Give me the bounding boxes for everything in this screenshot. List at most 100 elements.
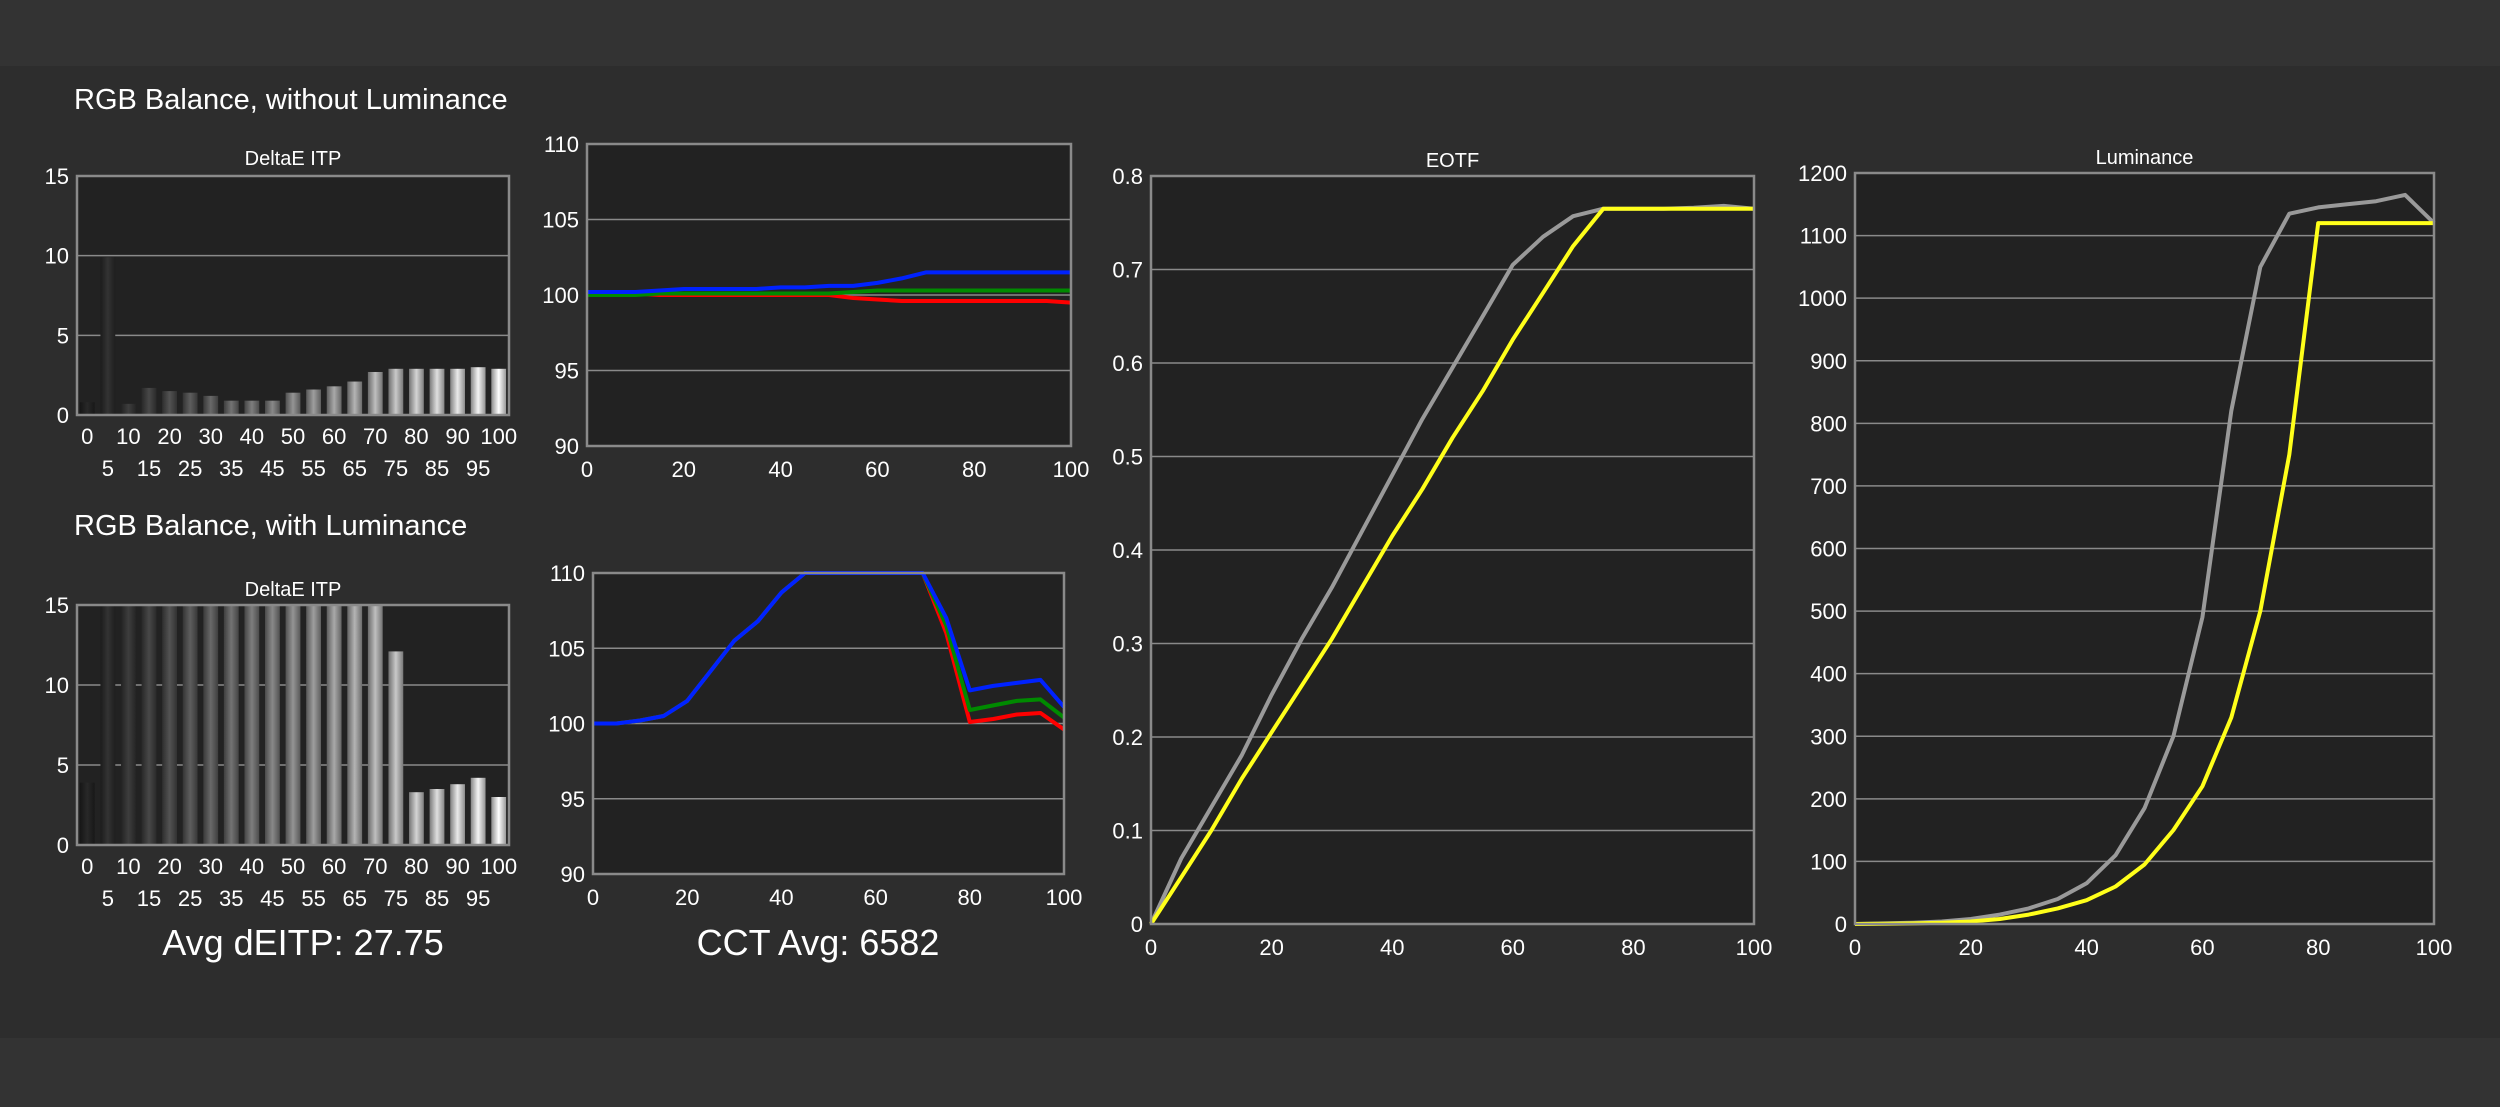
y-tick-label: 5 xyxy=(57,323,69,348)
bar xyxy=(141,605,157,845)
y-tick-label: 400 xyxy=(1810,662,1847,687)
bar xyxy=(182,605,198,845)
x-tick-label: 55 xyxy=(301,456,325,481)
x-tick-label: 0 xyxy=(81,424,93,449)
bar xyxy=(141,387,157,415)
x-tick-label: 80 xyxy=(958,885,982,910)
x-tick-label: 5 xyxy=(102,886,114,911)
x-tick-label: 20 xyxy=(675,885,699,910)
x-tick-label: 20 xyxy=(157,854,181,879)
bar xyxy=(491,797,507,845)
bar xyxy=(79,782,95,845)
x-tick-label: 80 xyxy=(962,457,986,482)
x-tick-label: 20 xyxy=(672,457,696,482)
x-tick-label: 25 xyxy=(178,456,202,481)
bar xyxy=(326,386,342,415)
bar xyxy=(347,605,363,845)
section-title-without-luminance: RGB Balance, without Luminance xyxy=(74,84,508,116)
x-tick-label: 60 xyxy=(865,457,889,482)
y-tick-label: 0.5 xyxy=(1112,445,1143,470)
x-tick-label: 100 xyxy=(1046,885,1083,910)
y-tick-label: 15 xyxy=(45,164,69,189)
x-tick-label: 20 xyxy=(157,424,181,449)
x-tick-label: 100 xyxy=(1736,935,1773,960)
y-tick-label: 5 xyxy=(57,753,69,778)
x-tick-label: 15 xyxy=(137,456,161,481)
x-tick-label: 0 xyxy=(1145,935,1157,960)
bar xyxy=(265,605,280,845)
y-tick-label: 0 xyxy=(57,833,69,858)
bar xyxy=(347,381,363,415)
bar xyxy=(285,605,301,845)
bar xyxy=(162,605,177,845)
bar xyxy=(429,368,445,415)
y-tick-label: 500 xyxy=(1810,599,1847,624)
bar xyxy=(306,389,321,415)
x-tick-label: 100 xyxy=(2416,935,2453,960)
bar xyxy=(223,605,239,845)
x-tick-label: 80 xyxy=(1621,935,1645,960)
plot-border xyxy=(1149,174,1756,926)
bar xyxy=(79,402,95,415)
x-tick-label: 95 xyxy=(466,456,490,481)
plot-border xyxy=(591,571,1066,876)
series-line xyxy=(587,288,1071,297)
x-tick-label: 40 xyxy=(769,885,793,910)
x-tick-label: 90 xyxy=(445,424,469,449)
x-tick-label: 40 xyxy=(240,854,264,879)
x-tick-label: 95 xyxy=(466,886,490,911)
y-tick-label: 100 xyxy=(1810,849,1847,874)
bar xyxy=(409,792,424,845)
x-tick-label: 45 xyxy=(260,886,284,911)
x-tick-label: 60 xyxy=(2190,935,2214,960)
plot-border xyxy=(75,174,511,417)
x-tick-label: 65 xyxy=(342,886,366,911)
bar xyxy=(182,392,198,415)
bar xyxy=(121,403,136,415)
avg-deitp-summary: Avg dEITP: 27.75 xyxy=(162,922,444,963)
y-tick-label: 100 xyxy=(548,712,585,737)
series-line xyxy=(1854,221,2434,926)
bar xyxy=(367,605,383,845)
x-tick-label: 40 xyxy=(1380,935,1404,960)
y-tick-label: 105 xyxy=(548,636,585,661)
bar xyxy=(244,400,260,415)
y-tick-label: 0.1 xyxy=(1112,819,1143,844)
bar xyxy=(388,651,404,845)
y-tick-label: 300 xyxy=(1810,724,1847,749)
x-tick-label: 0 xyxy=(81,854,93,879)
y-tick-label: 800 xyxy=(1810,411,1847,436)
x-tick-label: 70 xyxy=(363,424,387,449)
y-tick-label: 10 xyxy=(45,244,69,269)
y-tick-label: 110 xyxy=(544,132,579,157)
plot-border xyxy=(585,142,1073,448)
bar xyxy=(429,789,445,845)
x-tick-label: 60 xyxy=(322,424,346,449)
chart-title: DeltaE ITP xyxy=(245,148,342,170)
x-tick-label: 50 xyxy=(281,854,305,879)
x-tick-label: 0 xyxy=(587,885,599,910)
y-tick-label: 95 xyxy=(561,787,585,812)
series-line xyxy=(587,270,1071,294)
bar xyxy=(470,367,486,415)
y-tick-label: 95 xyxy=(555,359,579,384)
y-tick-label: 0.7 xyxy=(1112,258,1143,283)
plot-border xyxy=(75,603,511,847)
x-tick-label: 80 xyxy=(2306,935,2330,960)
x-tick-label: 85 xyxy=(425,456,449,481)
chart-title: DeltaE ITP xyxy=(245,579,342,601)
bar xyxy=(367,371,383,415)
y-tick-label: 0 xyxy=(1835,912,1847,937)
y-tick-label: 1200 xyxy=(1798,161,1847,186)
x-tick-label: 35 xyxy=(219,886,243,911)
plot-border xyxy=(1853,171,2436,926)
x-tick-label: 5 xyxy=(102,456,114,481)
x-tick-label: 65 xyxy=(342,456,366,481)
y-tick-label: 110 xyxy=(550,561,585,586)
